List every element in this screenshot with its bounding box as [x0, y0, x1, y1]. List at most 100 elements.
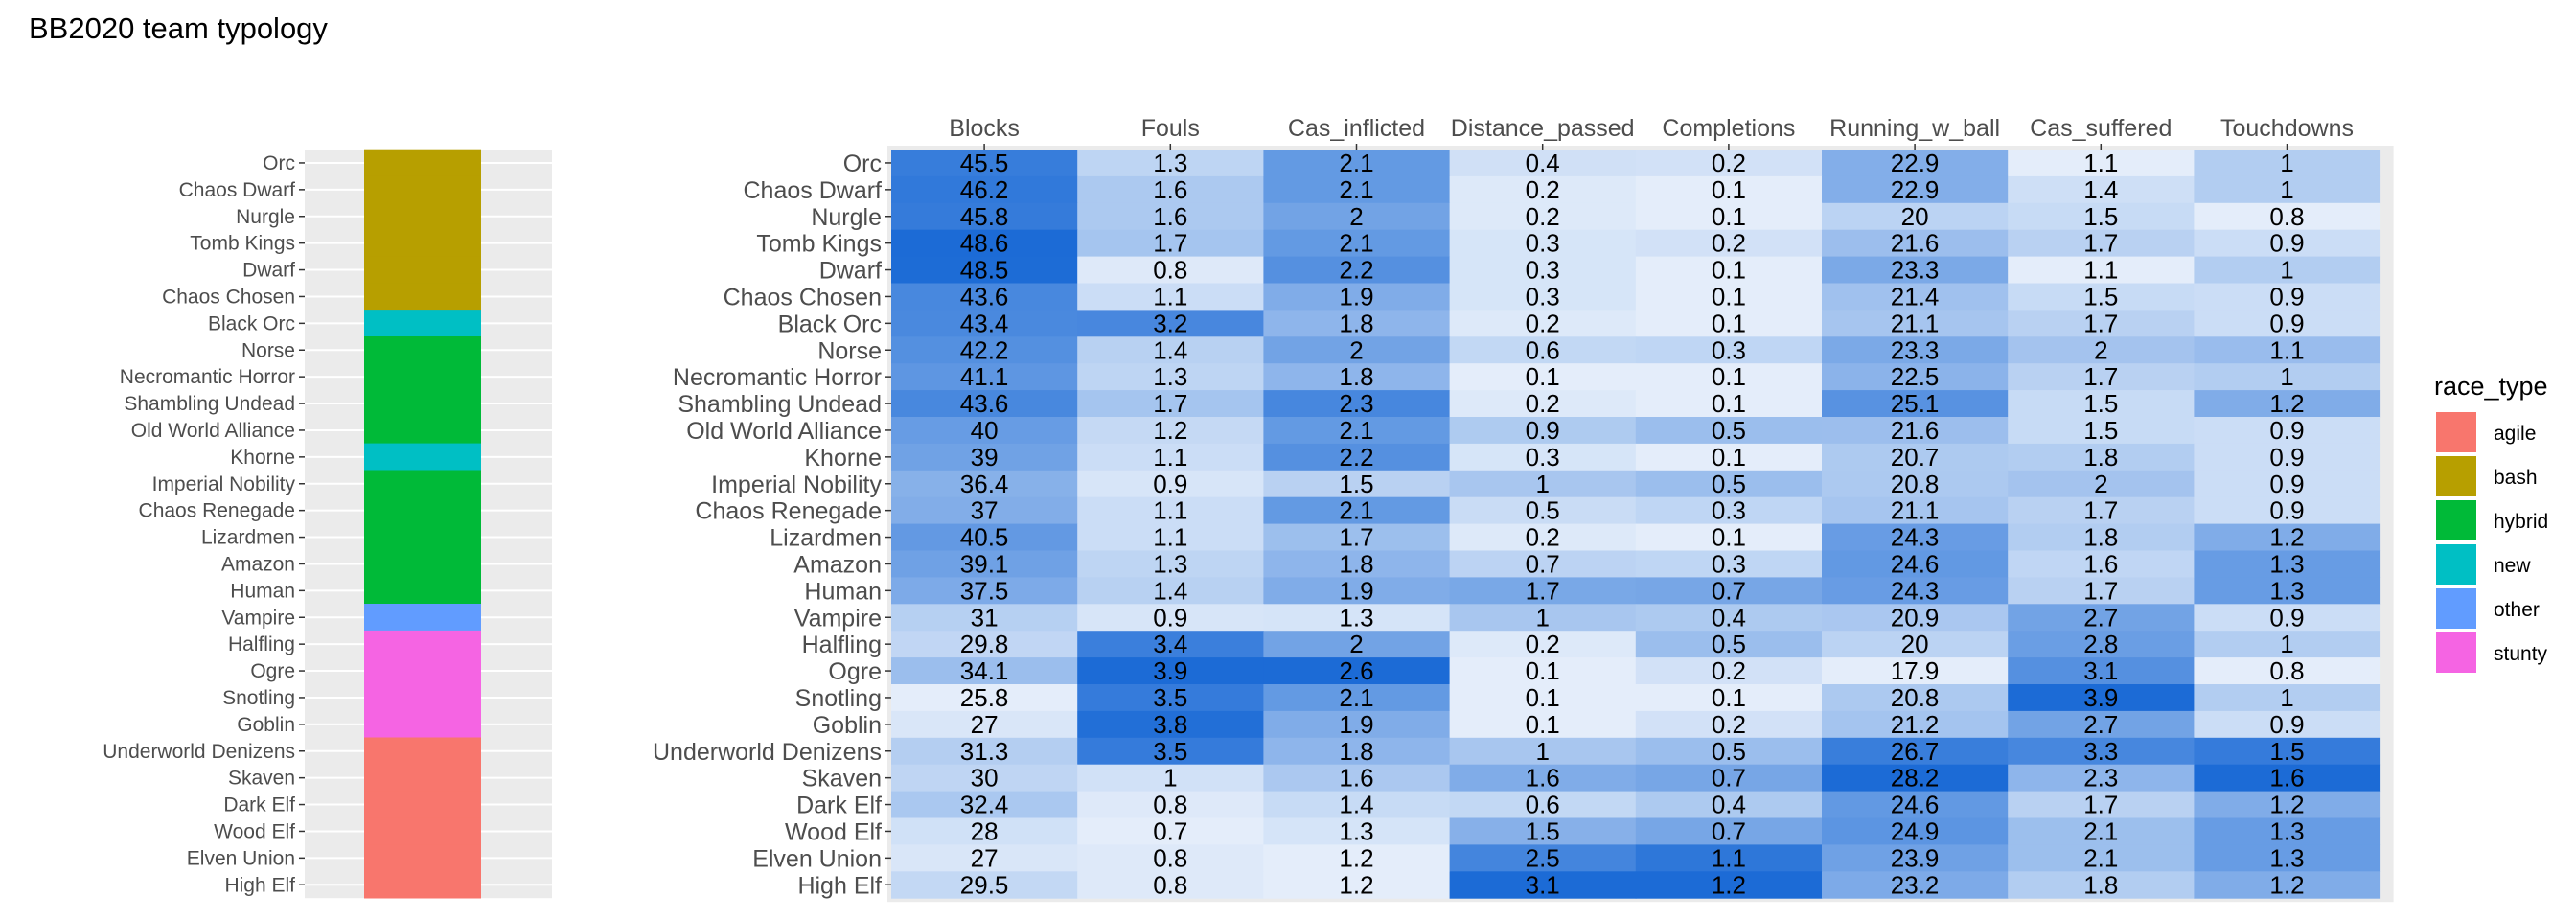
column-header-cas-inflicted: Cas_inflicted	[1288, 115, 1425, 142]
data-label: 0.1	[1712, 389, 1746, 418]
cell-halfling-distance-passed	[1449, 631, 1637, 658]
tick-label-dwarf: Dwarf	[242, 260, 295, 282]
tick-label-underworld-denizens: Underworld Denizens	[103, 741, 295, 763]
tick-label-wood-elf: Wood Elf	[785, 818, 882, 845]
data-label: 48.6	[960, 229, 1009, 258]
data-label: 40.5	[960, 523, 1009, 552]
cell-skaven-touchdowns	[2194, 764, 2381, 793]
cell-skaven-cas-suffered	[2008, 764, 2195, 793]
cell-norse-fouls	[1077, 336, 1264, 364]
bar-shambling-undead	[364, 389, 481, 418]
cell-khorne-touchdowns	[2194, 443, 2381, 472]
data-label: 2.7	[2083, 710, 2118, 739]
cell-norse-completions	[1635, 336, 1823, 364]
cell-amazon-blocks	[891, 550, 1078, 578]
cell-necromantic-horror-touchdowns	[2194, 363, 2381, 391]
bar-nurgle	[364, 202, 481, 230]
cell-imperial-nobility-fouls	[1077, 470, 1264, 498]
data-label: 1	[1535, 603, 1549, 632]
data-label: 40	[971, 416, 999, 445]
tick-label-halfling: Halfling	[802, 632, 882, 658]
data-label: 1.7	[1153, 389, 1187, 418]
cell-dwarf-distance-passed	[1449, 256, 1637, 284]
cell-amazon-touchdowns	[2194, 550, 2381, 578]
data-label: 2	[2094, 335, 2107, 364]
cell-ogre-touchdowns	[2194, 657, 2381, 685]
data-label: 27	[971, 843, 999, 872]
cell-lizardmen-completions	[1635, 523, 1823, 551]
cell-underworld-denizens-touchdowns	[2194, 737, 2381, 766]
data-label: 0.9	[2269, 282, 2304, 310]
cell-snotling-blocks	[891, 684, 1078, 712]
data-label: 2.1	[1339, 149, 1373, 177]
tick-label-human: Human	[230, 580, 295, 602]
cell-khorne-running-w-ball	[1822, 443, 2009, 472]
bar-khorne	[364, 443, 481, 472]
data-label: 0.3	[1526, 229, 1560, 258]
data-label: 3.1	[2083, 656, 2118, 685]
cell-black-orc-cas-inflicted	[1263, 310, 1451, 337]
data-label: 1.5	[2269, 737, 2304, 766]
cell-goblin-distance-passed	[1449, 710, 1637, 739]
data-label: 1	[2280, 149, 2293, 177]
tick-label-norse: Norse	[817, 337, 882, 364]
data-label: 21.1	[1891, 309, 1940, 337]
cell-human-fouls	[1077, 577, 1264, 605]
cell-snotling-cas-suffered	[2008, 684, 2195, 712]
cell-halfling-cas-suffered	[2008, 631, 2195, 658]
data-label: 0.2	[1712, 149, 1746, 177]
tick-label-underworld-denizens: Underworld Denizens	[653, 739, 882, 766]
cell-underworld-denizens-completions	[1635, 737, 1823, 766]
cell-lizardmen-touchdowns	[2194, 523, 2381, 551]
data-label: 0.4	[1712, 791, 1746, 819]
cell-wood-elf-cas-inflicted	[1263, 817, 1451, 845]
bar-chaos-renegade	[364, 496, 481, 524]
cell-wood-elf-running-w-ball	[1822, 817, 2009, 845]
tick-label-lizardmen: Lizardmen	[201, 527, 295, 549]
data-label: 0.1	[1712, 256, 1746, 285]
tick-label-nurgle: Nurgle	[236, 206, 295, 228]
data-label: 25.1	[1891, 389, 1940, 418]
cell-lizardmen-blocks	[891, 523, 1078, 551]
tick-label-chaos-dwarf: Chaos Dwarf	[179, 179, 296, 201]
data-label: 1.1	[2269, 335, 2304, 364]
data-label: 3.4	[1153, 630, 1187, 658]
data-label: 0.8	[1153, 870, 1187, 899]
data-label: 1	[2280, 175, 2293, 204]
data-label: 28	[971, 816, 999, 845]
data-label: 21.4	[1891, 282, 1940, 310]
cell-high-elf-running-w-ball	[1822, 871, 2009, 899]
data-label: 0.8	[1153, 256, 1187, 285]
data-label: 1.2	[1339, 843, 1373, 872]
data-label: 0.3	[1526, 443, 1560, 472]
cell-orc-fouls	[1077, 150, 1264, 177]
tick-label-khorne: Khorne	[230, 447, 295, 469]
legend-title: race_type	[2434, 372, 2548, 401]
cell-elven-union-blocks	[891, 844, 1078, 872]
cell-dwarf-completions	[1635, 256, 1823, 284]
data-label: 1.1	[2083, 256, 2118, 285]
cell-black-orc-fouls	[1077, 310, 1264, 337]
data-label: 0.5	[1526, 496, 1560, 525]
data-label: 0.8	[1153, 791, 1187, 819]
data-label: 1.3	[1153, 149, 1187, 177]
data-label: 20	[1901, 630, 1929, 658]
data-label: 23.9	[1891, 843, 1940, 872]
cell-dwarf-fouls	[1077, 256, 1264, 284]
tick-label-dark-elf: Dark Elf	[223, 794, 295, 816]
data-label: 0.9	[1526, 416, 1560, 445]
data-label: 2.1	[1339, 416, 1373, 445]
cell-tomb-kings-completions	[1635, 229, 1823, 258]
data-label: 1.1	[1712, 843, 1746, 872]
data-label: 24.3	[1891, 576, 1940, 605]
cell-khorne-completions	[1635, 443, 1823, 472]
cell-dwarf-running-w-ball	[1822, 256, 2009, 284]
data-label: 1.1	[1153, 496, 1187, 525]
data-label: 42.2	[960, 335, 1009, 364]
data-label: 1.6	[1153, 202, 1187, 231]
data-label: 22.9	[1891, 175, 1940, 204]
cell-skaven-fouls	[1077, 764, 1264, 793]
cell-skaven-cas-inflicted	[1263, 764, 1451, 793]
tick-label-wood-elf: Wood Elf	[214, 820, 295, 842]
data-label: 0.5	[1712, 737, 1746, 766]
